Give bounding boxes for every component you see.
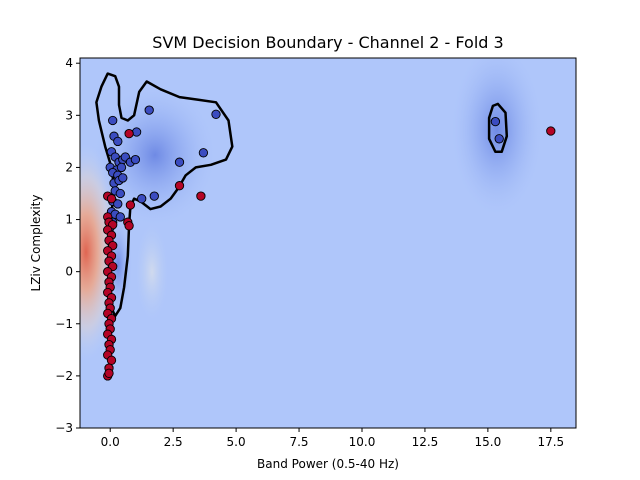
x-tick-label: 10.0 [349,435,376,449]
x-tick-label: 15.0 [475,435,502,449]
data-point-blue [131,127,142,137]
data-point-blue [490,116,501,127]
data-point-red [124,128,134,139]
data-point-red [196,191,206,201]
data-point-red [546,126,556,136]
x-tick-label: 12.5 [412,435,439,449]
x-axis-label: Band Power (0.5-40 Hz) [257,457,399,471]
x-tick-label: 17.5 [537,435,564,449]
data-point-red [106,355,117,365]
data-point-blue [174,157,185,167]
data-point-blue [115,188,125,199]
data-point-red [124,221,134,231]
data-point-blue [130,154,141,165]
data-point-red [125,200,136,210]
y-axis-ticks: −3 −2 −1 0 1 2 3 4 [55,56,80,435]
decision-surface-blue-region-3 [452,58,542,215]
data-point-blue [198,148,209,158]
x-tick-label: 0.0 [101,435,120,449]
y-tick-label: 2 [65,160,73,174]
data-point-blue [118,173,128,183]
data-point-blue [149,191,159,201]
y-tick-label: 1 [65,213,73,227]
decision-boundary-contour [487,102,509,154]
scatter-points-layer [103,105,556,381]
x-axis-ticks: 0.0 2.5 5.0 7.5 10.0 12.5 15.0 17.5 [101,428,564,449]
y-axis-label: LZiv Complexity [29,195,43,292]
x-tick-label: 5.0 [227,435,246,449]
chart-title: SVM Decision Boundary - Channel 2 - Fold… [152,33,503,52]
y-tick-label: −3 [55,421,73,435]
plot-background [80,58,576,428]
y-tick-label: 4 [65,56,73,70]
decision-surface-light-region [136,224,168,320]
y-tick-label: −1 [55,317,73,331]
data-point-blue [144,105,154,115]
data-point-red [174,181,185,191]
data-point-blue [115,212,125,222]
data-point-blue [108,115,118,126]
x-tick-label: 2.5 [164,435,183,449]
data-point-blue [113,199,123,209]
x-tick-label: 7.5 [289,435,308,449]
data-point-blue [137,194,147,204]
plot-frame [79,57,577,429]
data-point-red [106,194,117,204]
data-point-blue [494,134,504,144]
y-tick-label: 3 [65,108,73,122]
data-point-blue [113,136,123,147]
y-tick-label: −2 [55,369,73,383]
data-point-blue [116,162,127,173]
y-tick-label: 0 [65,265,73,279]
data-point-red [104,368,114,378]
data-point-blue [211,109,221,119]
